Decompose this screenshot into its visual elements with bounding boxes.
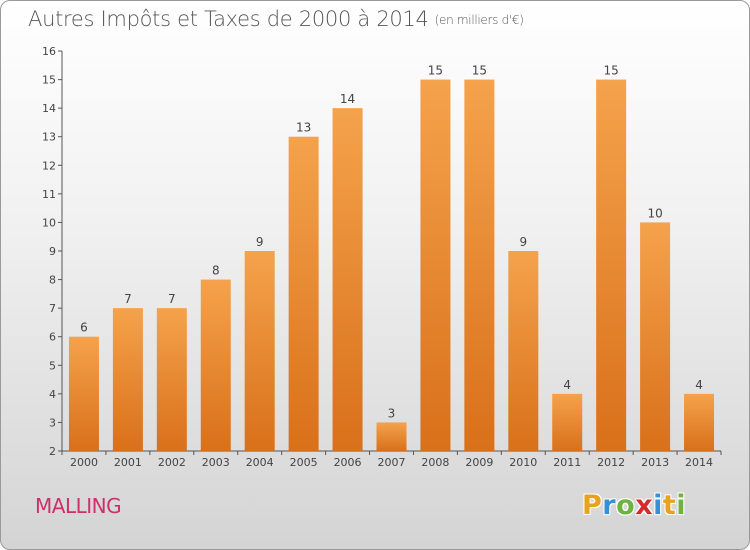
bar-value-label: 9 — [519, 235, 527, 249]
chart-subtitle: (en milliers d'€) — [434, 13, 524, 27]
bar-value-label: 14 — [340, 92, 355, 106]
bar-value-label: 4 — [563, 378, 571, 392]
x-tick-label: 2000 — [70, 456, 98, 469]
x-tick-label: 2004 — [246, 456, 274, 469]
x-tick-label: 2014 — [685, 456, 713, 469]
x-tick-label: 2001 — [114, 456, 142, 469]
bar — [376, 422, 407, 451]
bar-value-label: 15 — [428, 64, 443, 78]
y-tick-label: 15 — [42, 74, 56, 87]
logo-letter: r — [602, 490, 617, 521]
x-tick-label: 2002 — [158, 456, 186, 469]
bar — [332, 108, 363, 452]
bar — [112, 308, 143, 451]
y-tick-label: 8 — [49, 274, 56, 287]
bar — [684, 393, 715, 451]
x-tick-label: 2007 — [378, 456, 406, 469]
logo-letter: x — [635, 490, 654, 521]
bar-value-label: 7 — [124, 292, 132, 306]
chart-labels: 6 2000 7 2001 7 2002 8 2003 9 2004 13 2005 14 2006 3 20… — [70, 64, 713, 469]
y-tick-label: 5 — [49, 359, 56, 372]
y-tick-label: 13 — [42, 131, 56, 144]
x-tick-label: 2006 — [334, 456, 362, 469]
y-tick-label: 14 — [42, 102, 56, 115]
x-tick-label: 2005 — [290, 456, 318, 469]
bar — [288, 136, 319, 451]
y-tick-label: 6 — [49, 331, 56, 344]
bar-value-label: 3 — [388, 406, 396, 420]
logo-letter: i — [653, 490, 663, 521]
x-tick-label: 2012 — [597, 456, 625, 469]
bar-value-label: 15 — [472, 64, 487, 78]
bar-value-label: 4 — [695, 378, 703, 392]
y-tick-label: 10 — [42, 216, 56, 229]
chart-title: Autres Impôts et Taxes de 2000 à 2014 (en… — [28, 7, 524, 31]
bar — [464, 79, 495, 452]
proxiti-logo: Proxiti — [582, 490, 686, 521]
y-tick-label: 2 — [49, 445, 56, 458]
chart-title-text: Autres Impôts et Taxes de 2000 à 2014 — [28, 7, 429, 31]
commune-name: MALLING — [35, 494, 122, 518]
bar-value-label: 6 — [80, 321, 88, 335]
logo-letter: t — [662, 490, 677, 521]
bar-value-label: 8 — [212, 264, 220, 278]
x-tick-label: 2008 — [421, 456, 449, 469]
bar-value-label: 10 — [647, 206, 662, 220]
bar — [200, 279, 231, 451]
y-tick-label: 16 — [42, 45, 56, 58]
y-tick-label: 9 — [49, 245, 56, 258]
y-tick-label: 12 — [42, 159, 56, 172]
x-tick-label: 2011 — [553, 456, 581, 469]
y-tick-label: 11 — [42, 188, 56, 201]
bar — [68, 336, 99, 451]
bar-value-label: 9 — [256, 235, 264, 249]
bar-value-label: 15 — [604, 64, 619, 78]
x-tick-label: 2003 — [202, 456, 230, 469]
bar — [156, 308, 187, 451]
bar — [420, 79, 451, 452]
x-tick-label: 2010 — [509, 456, 537, 469]
y-tick-label: 4 — [49, 388, 56, 401]
y-tick-label: 3 — [49, 416, 56, 429]
bar-value-label: 7 — [168, 292, 176, 306]
bar — [552, 393, 583, 451]
bar — [596, 79, 627, 452]
bar — [640, 222, 671, 451]
x-tick-label: 2009 — [465, 456, 493, 469]
bar — [244, 251, 275, 451]
x-tick-label: 2013 — [641, 456, 669, 469]
bar-value-label: 13 — [296, 121, 311, 135]
logo-letter: i — [676, 490, 687, 521]
bar — [508, 251, 539, 451]
logo-letter: o — [616, 490, 636, 521]
chart-bars — [68, 79, 715, 452]
logo-letter: P — [582, 490, 603, 521]
y-tick-label: 7 — [49, 302, 56, 315]
